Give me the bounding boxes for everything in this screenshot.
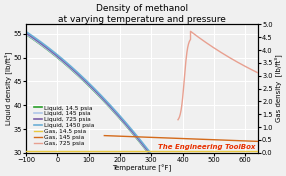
Text: The Engineering ToolBox: The Engineering ToolBox <box>158 144 256 150</box>
Y-axis label: Gas density  [lb/ft³]: Gas density [lb/ft³] <box>274 55 282 122</box>
Legend: Liquid, 14.5 psia, Liquid, 145 psia, Liquid, 725 psia, Liquid, 1450 psia, Gas, 1: Liquid, 14.5 psia, Liquid, 145 psia, Liq… <box>31 103 97 149</box>
Title: Density of methanol
at varying temperature and pressure: Density of methanol at varying temperatu… <box>58 4 226 24</box>
X-axis label: Temperature [°F]: Temperature [°F] <box>112 164 172 172</box>
Y-axis label: Liquid density [lb/ft³]: Liquid density [lb/ft³] <box>4 52 12 125</box>
